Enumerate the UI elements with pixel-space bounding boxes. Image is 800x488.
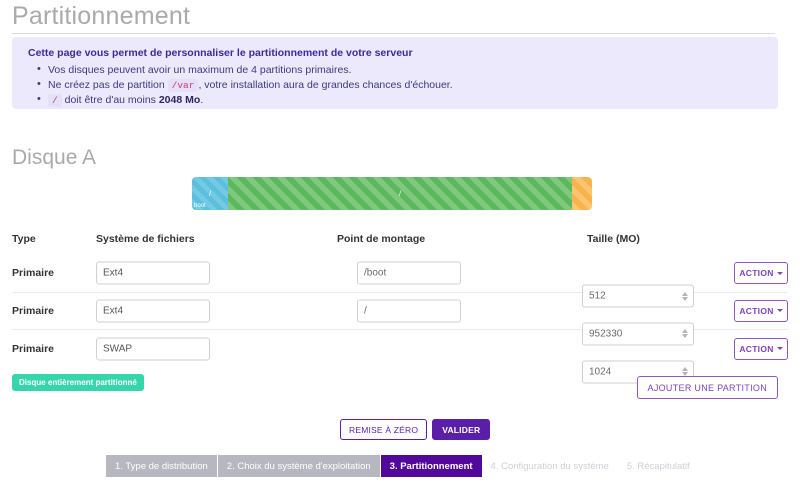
- page-title: Partitionnement: [12, 2, 191, 30]
- info-bullet-3: / doit être d'au moins 2048 Mo.: [37, 92, 764, 108]
- header-type: Type: [12, 233, 36, 245]
- filesystem-select[interactable]: Ext4: [96, 261, 210, 285]
- code-var: /var: [167, 79, 199, 92]
- filesystem-select[interactable]: Ext4: [96, 299, 210, 323]
- info-bullet-1-text: Vos disques peuvent avoir un maximum de …: [48, 64, 352, 76]
- row-type: Primaire: [12, 342, 55, 355]
- table-row: Primaire SWAP ▾ ACTION: [12, 330, 788, 384]
- validate-button[interactable]: VALIDER: [432, 419, 491, 440]
- info-alert-box: Cette page vous permet de personnaliser …: [12, 37, 778, 109]
- disk-usage-bar: / boot /: [192, 177, 592, 210]
- size-stepper[interactable]: [680, 326, 689, 341]
- caret-down-icon: [776, 347, 783, 351]
- step-3-partitionnement[interactable]: 3. Partitionnement: [380, 455, 482, 477]
- row-action-button[interactable]: ACTION: [734, 337, 788, 360]
- caret-down-icon: [776, 271, 783, 275]
- partition-table: Type Système de fichiers Point de montag…: [12, 233, 788, 384]
- size-stepper[interactable]: [680, 289, 689, 304]
- row-action-label: ACTION: [739, 343, 774, 354]
- caret-down-icon: [776, 309, 783, 313]
- add-partition-button[interactable]: AJOUTER UNE PARTITION: [636, 376, 778, 399]
- size-stepper[interactable]: [680, 364, 689, 379]
- info-alert-heading: Cette page vous permet de personnaliser …: [28, 47, 413, 59]
- header-size: Taille (MO): [587, 233, 640, 245]
- code-root: /: [48, 94, 62, 107]
- info-bullet-3-bold: 2048 Mo: [158, 94, 201, 106]
- info-bullet-2: Ne créez pas de partition /var, votre in…: [37, 77, 764, 93]
- row-action-button[interactable]: ACTION: [734, 262, 788, 285]
- info-bullet-1: Vos disques peuvent avoir un maximum de …: [37, 62, 764, 78]
- step-1-type-de-distribution[interactable]: 1. Type de distribution: [106, 455, 218, 477]
- header-mountpoint: Point de montage: [337, 233, 426, 245]
- disk-segment-boot-label: /: [208, 188, 212, 198]
- disk-segment-boot: / boot: [192, 177, 228, 210]
- disk-title: Disque A: [12, 146, 97, 169]
- reset-button[interactable]: REMISE À ZÉRO: [340, 419, 428, 440]
- filesystem-select[interactable]: SWAP: [96, 337, 210, 361]
- header-filesystem: Système de fichiers: [96, 233, 195, 245]
- disk-segment-swap: [572, 177, 592, 210]
- step-navigation: 1. Type de distribution 2. Choix du syst…: [106, 455, 699, 477]
- info-bullet-2-pre: Ne créez pas de partition: [48, 79, 168, 91]
- info-bullet-3-tail: .: [200, 94, 204, 106]
- title-divider: [12, 33, 775, 34]
- info-alert-list: Vos disques peuvent avoir un maximum de …: [26, 62, 764, 108]
- disk-segment-boot-sublabel: boot: [194, 203, 206, 209]
- row-type: Primaire: [12, 267, 55, 280]
- table-row: Primaire Ext4 ▾ ACTION: [12, 293, 788, 346]
- row-action-label: ACTION: [739, 305, 774, 316]
- size-input[interactable]: [582, 322, 694, 346]
- step-2-choix-du-systeme[interactable]: 2. Choix du système d'exploitation: [217, 455, 381, 477]
- size-input[interactable]: [582, 284, 694, 308]
- info-bullet-3-post: doit être d'au moins: [61, 94, 159, 106]
- table-row: Primaire Ext4 ▾ ACTION: [12, 255, 788, 308]
- step-4-configuration-du-systeme[interactable]: 4. Configuration du système: [490, 460, 609, 472]
- info-bullet-2-post: , votre installation aura de grandes cha…: [198, 79, 453, 91]
- step-5-recapitulatif[interactable]: 5. Récapitulatif: [626, 460, 690, 472]
- main-action-buttons: REMISE À ZÉRO VALIDER: [340, 419, 491, 440]
- row-action-button[interactable]: ACTION: [734, 299, 788, 322]
- row-type: Primaire: [12, 304, 55, 317]
- mountpoint-input[interactable]: [357, 261, 461, 285]
- disk-segment-root: /: [228, 177, 572, 210]
- row-action-label: ACTION: [739, 268, 774, 279]
- disk-segment-root-label: /: [398, 188, 402, 198]
- partition-table-header: Type Système de fichiers Point de montag…: [12, 233, 788, 255]
- mountpoint-input[interactable]: [357, 299, 461, 323]
- status-badge: Disque entièrement partitionné: [12, 374, 144, 391]
